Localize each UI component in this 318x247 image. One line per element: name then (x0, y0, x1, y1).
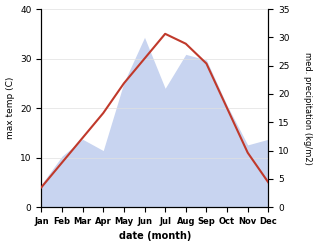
X-axis label: date (month): date (month) (119, 231, 191, 242)
Y-axis label: med. precipitation (kg/m2): med. precipitation (kg/m2) (303, 52, 313, 165)
Y-axis label: max temp (C): max temp (C) (5, 77, 15, 139)
